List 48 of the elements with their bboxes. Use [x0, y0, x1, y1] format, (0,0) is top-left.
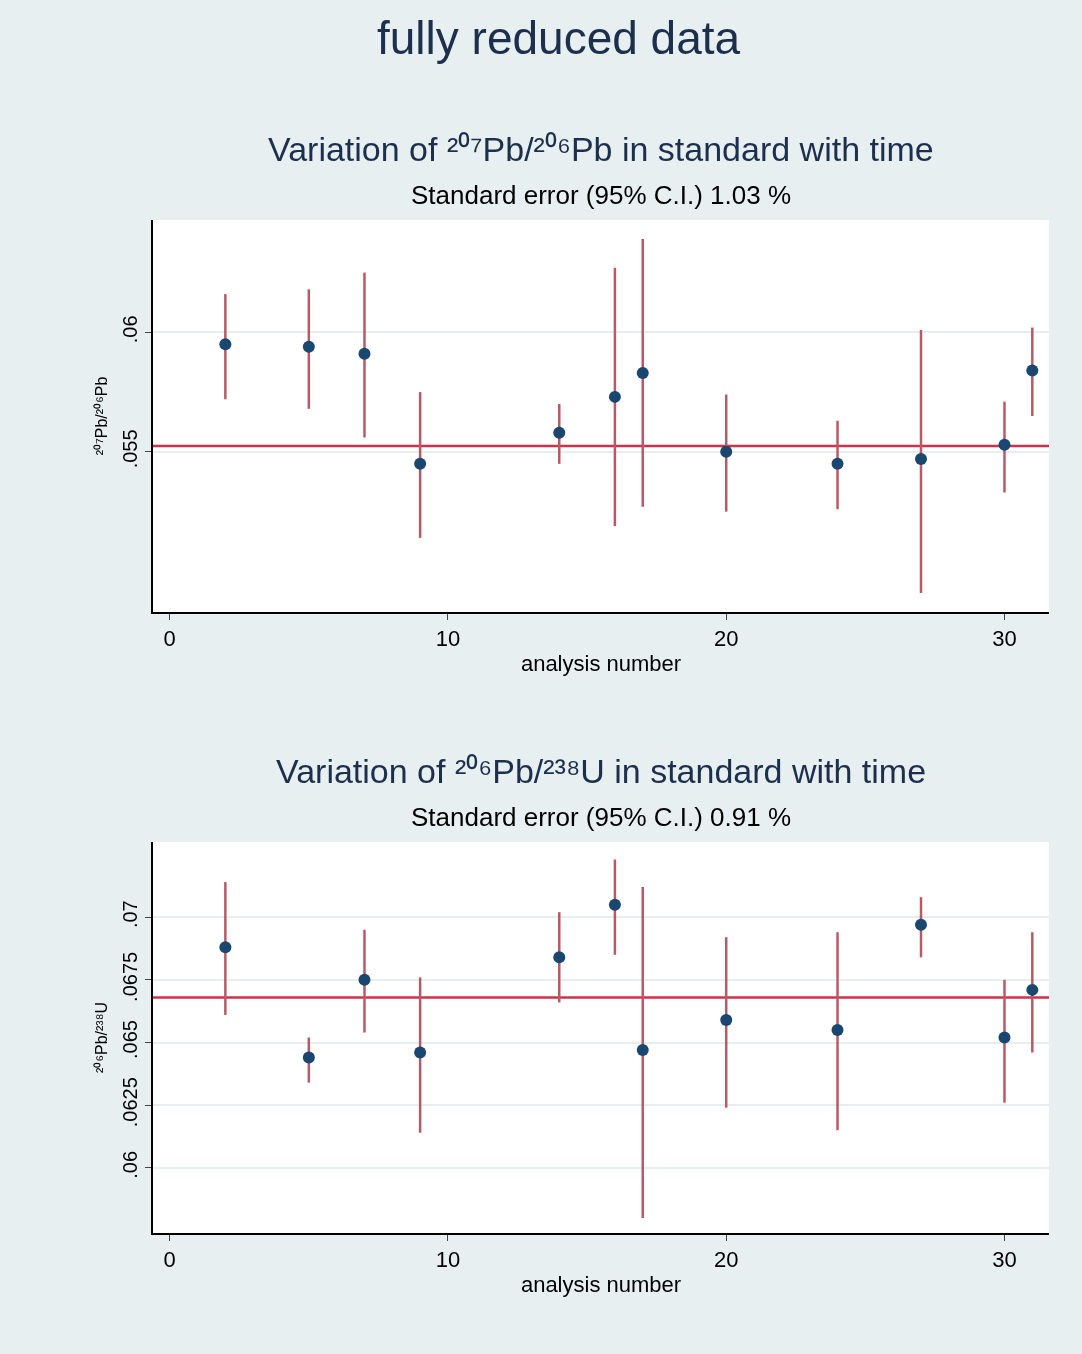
y-tick-label: .07: [119, 900, 142, 929]
y-axis-title: ²⁰⁶Pb/²³⁸U: [92, 1002, 110, 1073]
text: fully reduced data: [377, 12, 741, 64]
y-tick-label: .0625: [119, 1077, 142, 1128]
point: [553, 426, 566, 439]
point: [636, 366, 649, 379]
x-tick-label: 0: [163, 626, 176, 652]
point: [219, 338, 232, 351]
point: [608, 390, 621, 403]
point: [553, 951, 566, 964]
point: [998, 1031, 1011, 1044]
point: [831, 1023, 844, 1036]
x-tick-label: 30: [992, 626, 1017, 652]
chart-subtitle: Standard error (95% C.I.) 0.91 %: [411, 802, 792, 832]
y-tick-label: .0675: [119, 951, 142, 1002]
x-tick-label: 20: [713, 1247, 739, 1273]
x-tick-label: 10: [435, 1247, 461, 1273]
point: [358, 347, 371, 360]
point: [1026, 983, 1039, 996]
y-tick-label: .065: [119, 1020, 142, 1059]
point: [998, 438, 1011, 451]
point: [608, 898, 621, 911]
chart-title: Variation of ²⁰⁷Pb/²⁰⁶Pb in standard with time: [268, 130, 934, 168]
point: [1026, 364, 1039, 377]
point: [302, 340, 315, 353]
point: [414, 1046, 427, 1059]
y-axis-title: ²⁰⁷Pb/²⁰⁶Pb: [92, 376, 110, 456]
point: [636, 1044, 649, 1057]
x-tick-label: 20: [713, 626, 739, 652]
y-tick-label: .06: [119, 1150, 142, 1179]
point: [915, 453, 927, 466]
point: [358, 973, 371, 986]
point: [414, 457, 427, 470]
point: [302, 1051, 315, 1064]
point: [720, 1013, 733, 1026]
point: [219, 941, 232, 954]
x-axis-title: analysis number: [520, 1271, 682, 1297]
chart-subtitle: Standard error (95% C.I.) 1.03 %: [411, 180, 792, 210]
x-tick-label: 30: [992, 1247, 1017, 1273]
x-tick-label: 10: [435, 626, 461, 652]
y-tick-label: .055: [119, 429, 142, 469]
point: [915, 918, 927, 931]
x-tick-label: 0: [163, 1247, 176, 1273]
y-tick-label: .06: [119, 315, 142, 344]
point: [720, 445, 733, 458]
x-axis-title: analysis number: [520, 650, 682, 676]
point: [831, 457, 844, 470]
chart-title: Variation of ²⁰⁶Pb/²³⁸U in standard with time: [276, 752, 927, 790]
